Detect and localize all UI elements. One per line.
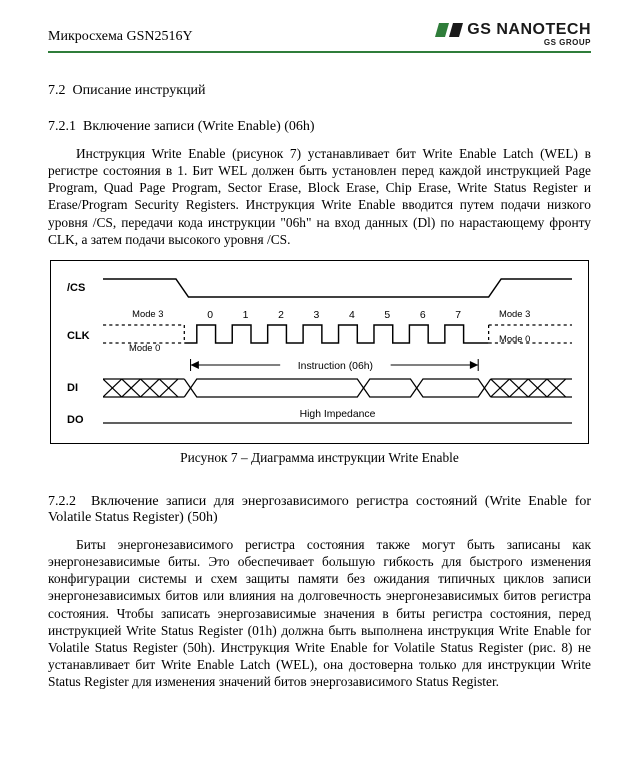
logo-sub-text: GS GROUP — [435, 39, 591, 47]
logo-main-text: GS NANOTECH — [467, 22, 591, 38]
figure-7-box: /CS Mode 3 0 1 2 3 4 — [50, 260, 589, 444]
clk-label-area: Mode 3 0 1 2 3 4 5 6 7 Mode 3 — [103, 307, 572, 321]
instruction-label: Instruction (06h) — [298, 361, 373, 372]
subsection-2-para: Биты энергонезависимого регистра состоян… — [48, 536, 591, 690]
row-do: DO High Impedance — [67, 407, 572, 433]
row-clk-labels: Mode 3 0 1 2 3 4 5 6 7 Mode 3 — [67, 307, 572, 321]
wave-clk: Mode 0 Mode 0 — [103, 321, 572, 351]
svg-text:4: 4 — [349, 310, 355, 321]
mode0-left: Mode 0 — [129, 343, 160, 351]
subsection-1-title: Включение записи (Write Enable) (06h) — [83, 119, 315, 134]
logo-main-row: GS NANOTECH — [435, 22, 591, 38]
hiz-label: High Impedance — [300, 409, 376, 420]
logo-parallelogram-icon — [435, 23, 463, 37]
svg-text:1: 1 — [243, 310, 249, 321]
mode3-right: Mode 3 — [499, 309, 530, 319]
figure-7-caption: Рисунок 7 – Диаграмма инструкции Write E… — [48, 450, 591, 466]
svg-text:7: 7 — [455, 310, 461, 321]
svg-text:0: 0 — [207, 310, 213, 321]
timing-diagram: /CS Mode 3 0 1 2 3 4 — [67, 275, 572, 433]
section-title: Описание инструкций — [73, 83, 206, 98]
subsection-1-heading: 7.2.1 Включение записи (Write Enable) (0… — [48, 119, 591, 135]
svg-text:2: 2 — [278, 310, 284, 321]
subsection-2-number: 7.2.2 — [48, 494, 76, 509]
wave-cs — [103, 275, 572, 301]
row-clk: CLK Mode 0 Mode 0 — [67, 321, 572, 351]
svg-text:3: 3 — [314, 310, 320, 321]
mode0-right: Mode 0 — [499, 334, 530, 344]
section-number: 7.2 — [48, 83, 66, 98]
subsection-2-heading: 7.2.2 Включение записи для энергозависим… — [48, 494, 591, 526]
row-instruction-arrow: Instruction (06h) — [67, 357, 572, 373]
label-di: DI — [67, 382, 103, 394]
svg-text:5: 5 — [384, 310, 390, 321]
mode3-left: Mode 3 — [132, 309, 163, 319]
label-do: DO — [67, 414, 103, 426]
doc-title: Микросхема GSN2516Y — [48, 29, 193, 47]
row-cs: /CS — [67, 275, 572, 301]
page: Микросхема GSN2516Y GS NANOTECH GS GROUP… — [0, 0, 619, 732]
label-cs: /CS — [67, 282, 103, 294]
row-di: DI — [67, 375, 572, 401]
logo-block: GS NANOTECH GS GROUP — [435, 22, 591, 47]
subsection-2-title: Включение записи для энергозависимого ре… — [48, 494, 591, 525]
section-heading: 7.2 Описание инструкций — [48, 83, 591, 99]
instruction-marker: Instruction (06h) — [103, 357, 572, 373]
subsection-1-number: 7.2.1 — [48, 119, 76, 134]
wave-di — [103, 375, 572, 401]
page-header: Микросхема GSN2516Y GS NANOTECH GS GROUP — [48, 22, 591, 53]
svg-text:6: 6 — [420, 310, 426, 321]
wave-do: High Impedance — [103, 407, 572, 433]
label-clk: CLK — [67, 330, 103, 342]
subsection-1-para: Инструкция Write Enable (рисунок 7) уста… — [48, 145, 591, 248]
